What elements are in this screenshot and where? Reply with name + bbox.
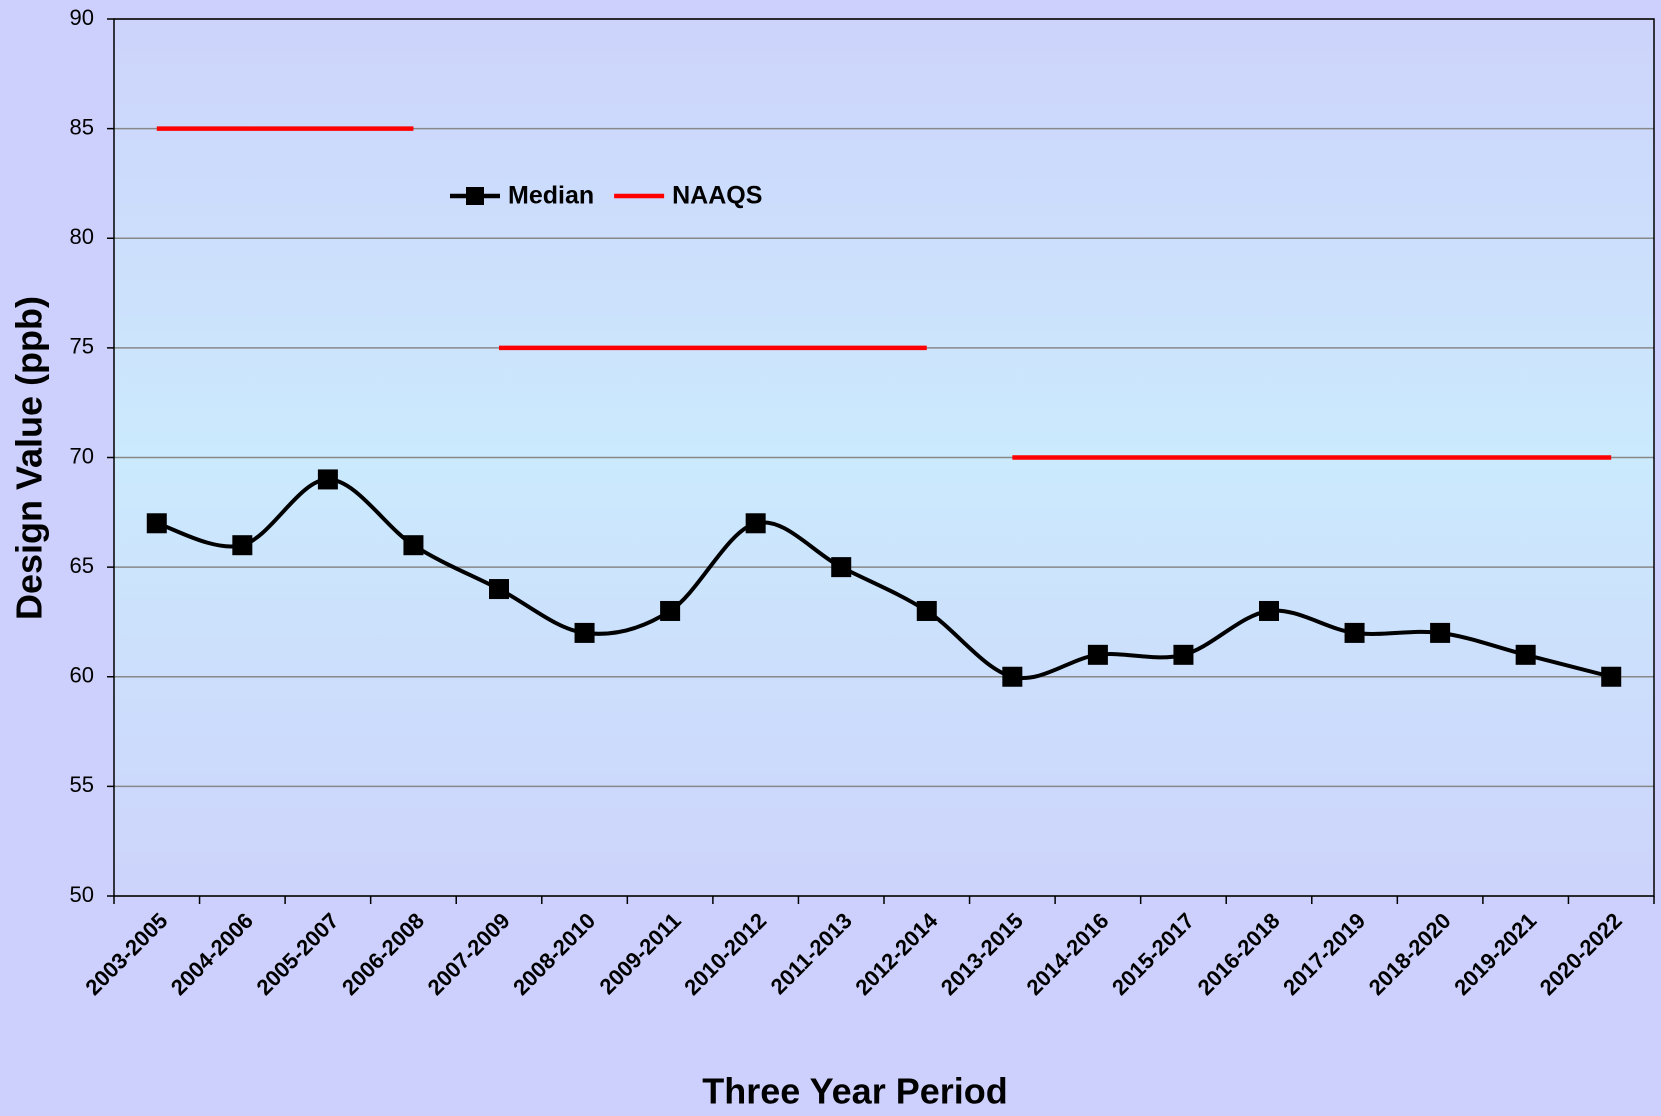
marker: [1515, 644, 1536, 665]
marker: [660, 600, 681, 621]
marker: [745, 513, 766, 534]
marker: [1344, 622, 1365, 643]
y-tick-label: 75: [70, 334, 94, 359]
marker: [1002, 666, 1023, 687]
marker: [146, 513, 167, 534]
y-tick-label: 90: [70, 5, 94, 30]
y-tick-label: 50: [70, 882, 94, 907]
marker: [1259, 600, 1279, 621]
y-axis-title: Design Value (ppb): [9, 296, 50, 620]
marker: [403, 535, 424, 556]
marker: [831, 557, 852, 578]
marker: [916, 600, 937, 621]
marker: [232, 535, 253, 556]
legend-label: NAAQS: [672, 182, 762, 210]
marker: [1601, 666, 1622, 687]
legend-marker: [466, 187, 484, 205]
marker: [574, 622, 595, 643]
y-tick-label: 80: [70, 224, 94, 249]
marker: [1430, 622, 1451, 643]
marker: [489, 579, 509, 600]
marker: [317, 469, 338, 490]
x-axis-title: Three Year Period: [702, 1071, 1008, 1112]
y-tick-label: 55: [70, 772, 94, 797]
y-tick-label: 85: [70, 114, 94, 139]
y-tick-label: 60: [70, 663, 94, 688]
y-tick-label: 65: [70, 553, 94, 578]
marker: [1087, 644, 1108, 665]
y-tick-label: 70: [70, 443, 94, 468]
marker: [1173, 644, 1194, 665]
legend-label: Median: [508, 182, 594, 210]
